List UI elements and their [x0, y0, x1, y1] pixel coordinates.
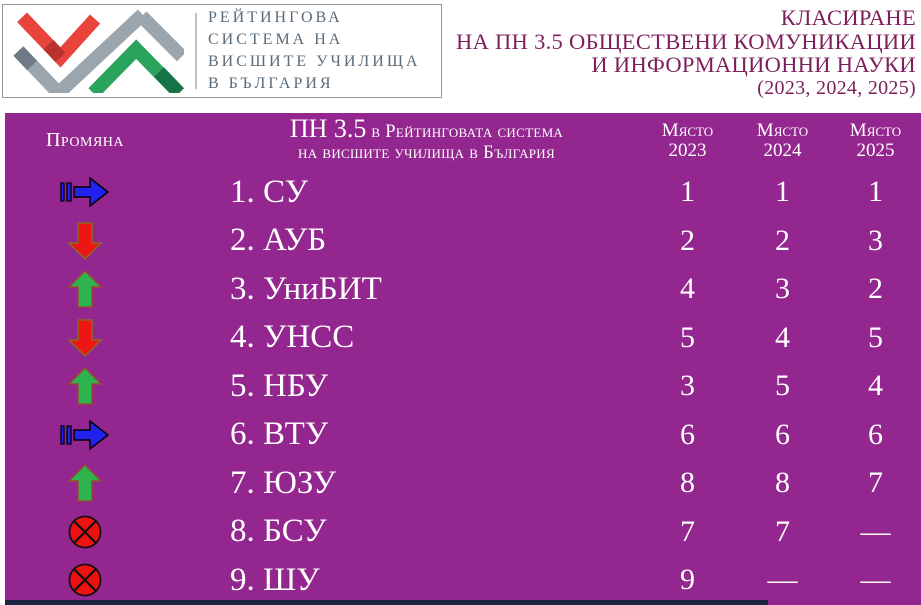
university-name: 7. ЮЗУ	[230, 464, 336, 501]
place-2023: 7	[680, 514, 695, 548]
place-2025: 1	[868, 175, 883, 209]
place-2023: 9	[680, 563, 695, 597]
logo-divider	[195, 13, 197, 89]
table-row: 3. УниБИТ 4 3 2	[5, 265, 921, 314]
logo-wordmark: РЕЙТИНГОВА СИСТЕМА НА ВИСШИТЕ УЧИЛИЩА В …	[208, 7, 421, 95]
change-cell	[5, 175, 165, 209]
place-2025: 7	[868, 466, 883, 500]
logo-line: РЕЙТИНГОВА	[208, 9, 343, 26]
bottom-strip	[5, 600, 768, 605]
table-row: 6. ВТУ 6 6 6	[5, 411, 921, 460]
dropped-out-icon	[68, 515, 102, 549]
title-line-2: НА ПН 3.5 ОБЩЕСТВЕНИ КОМУНИКАЦИИ	[456, 28, 916, 54]
place-2023: 6	[680, 417, 695, 451]
table-row: 8. БСУ 7 7 —	[5, 508, 921, 557]
title-line-3: И ИНФОРМАЦИОННИ НАУКИ	[591, 52, 916, 77]
moved-down-arrow-icon	[67, 222, 103, 260]
ranking-table: Промяна ПН 3.5 в Рейтинговата система на…	[5, 113, 921, 605]
place-2025: 5	[868, 320, 883, 354]
place-2025: —	[860, 514, 891, 548]
header-place-2024: Място 2024	[756, 119, 809, 161]
dropped-out-icon	[68, 563, 102, 597]
place-2023: 3	[680, 369, 695, 403]
university-name: 2. АУБ	[230, 222, 327, 259]
place-2025: 6	[868, 417, 883, 451]
place-2024: 8	[775, 466, 790, 500]
logo-line: СИСТЕМА НА	[208, 31, 344, 48]
no-change-right-arrow-icon	[60, 418, 110, 452]
change-cell	[5, 464, 165, 502]
logo-line: ВИСШИТЕ УЧИЛИЩА	[208, 53, 421, 70]
university-name: 9. ШУ	[230, 561, 320, 598]
place-2025: 4	[868, 369, 883, 403]
table-row: 9. ШУ 9 — —	[5, 556, 921, 605]
table-row: 7. ЮЗУ 8 8 7	[5, 459, 921, 508]
header-program-code: ПН 3.5	[289, 113, 367, 143]
university-name: 1. СУ	[230, 173, 308, 210]
place-2024: 6	[775, 417, 790, 451]
place-2025: 2	[868, 272, 883, 306]
table-row: 4. УНСС 5 4 5	[5, 314, 921, 363]
title-line-1: КЛАСИРАНЕ	[780, 5, 916, 30]
place-2023: 8	[680, 466, 695, 500]
place-2023: 2	[680, 223, 695, 257]
place-2024: —	[767, 563, 798, 597]
change-cell	[5, 563, 165, 597]
university-name: 6. ВТУ	[230, 416, 329, 453]
change-cell	[5, 319, 165, 357]
moved-up-arrow-icon	[67, 270, 103, 308]
change-cell	[5, 418, 165, 452]
header-program: ПН 3.5 в Рейтинговата система на висшите…	[165, 115, 640, 164]
header-program-rest: в Рейтинговата система	[366, 121, 564, 142]
place-2024: 3	[775, 272, 790, 306]
header-program-line2: на висшите училища в България	[298, 142, 555, 163]
moved-up-arrow-icon	[67, 464, 103, 502]
university-name: 3. УниБИТ	[230, 270, 382, 307]
table-header-row: Промяна ПН 3.5 в Рейтинговата система на…	[5, 113, 921, 168]
place-2025: 3	[868, 223, 883, 257]
university-name: 4. УНСС	[230, 319, 355, 356]
ratings-logo-icon	[13, 9, 184, 93]
no-change-right-arrow-icon	[60, 175, 110, 209]
title-years: (2023, 2024, 2025)	[757, 76, 916, 99]
moved-up-arrow-icon	[67, 367, 103, 405]
place-2025: —	[860, 563, 891, 597]
place-2024: 2	[775, 223, 790, 257]
change-cell	[5, 367, 165, 405]
logo-line: В БЪЛГАРИЯ	[208, 75, 334, 92]
header-change: Промяна	[45, 129, 125, 151]
table-row: 2. АУБ 2 2 3	[5, 217, 921, 266]
university-name: 8. БСУ	[230, 513, 327, 550]
place-2023: 4	[680, 272, 695, 306]
change-cell	[5, 270, 165, 308]
moved-down-arrow-icon	[67, 319, 103, 357]
place-2023: 1	[680, 175, 695, 209]
table-rows: 1. СУ 1 1 1 2. АУБ 2 2 3	[5, 168, 921, 605]
page-title: КЛАСИРАНЕ НА ПН 3.5 ОБЩЕСТВЕНИ КОМУНИКАЦ…	[456, 6, 916, 100]
logo-box: РЕЙТИНГОВА СИСТЕМА НА ВИСШИТЕ УЧИЛИЩА В …	[2, 4, 442, 98]
place-2024: 5	[775, 369, 790, 403]
change-cell	[5, 515, 165, 549]
place-2024: 7	[775, 514, 790, 548]
place-2023: 5	[680, 320, 695, 354]
table-row: 1. СУ 1 1 1	[5, 168, 921, 217]
table-row: 5. НБУ 3 5 4	[5, 362, 921, 411]
place-2024: 1	[775, 175, 790, 209]
header-place-2023: Място 2023	[661, 119, 714, 161]
place-2024: 4	[775, 320, 790, 354]
header-place-2025: Място 2025	[849, 119, 902, 161]
university-name: 5. НБУ	[230, 367, 328, 404]
change-cell	[5, 222, 165, 260]
